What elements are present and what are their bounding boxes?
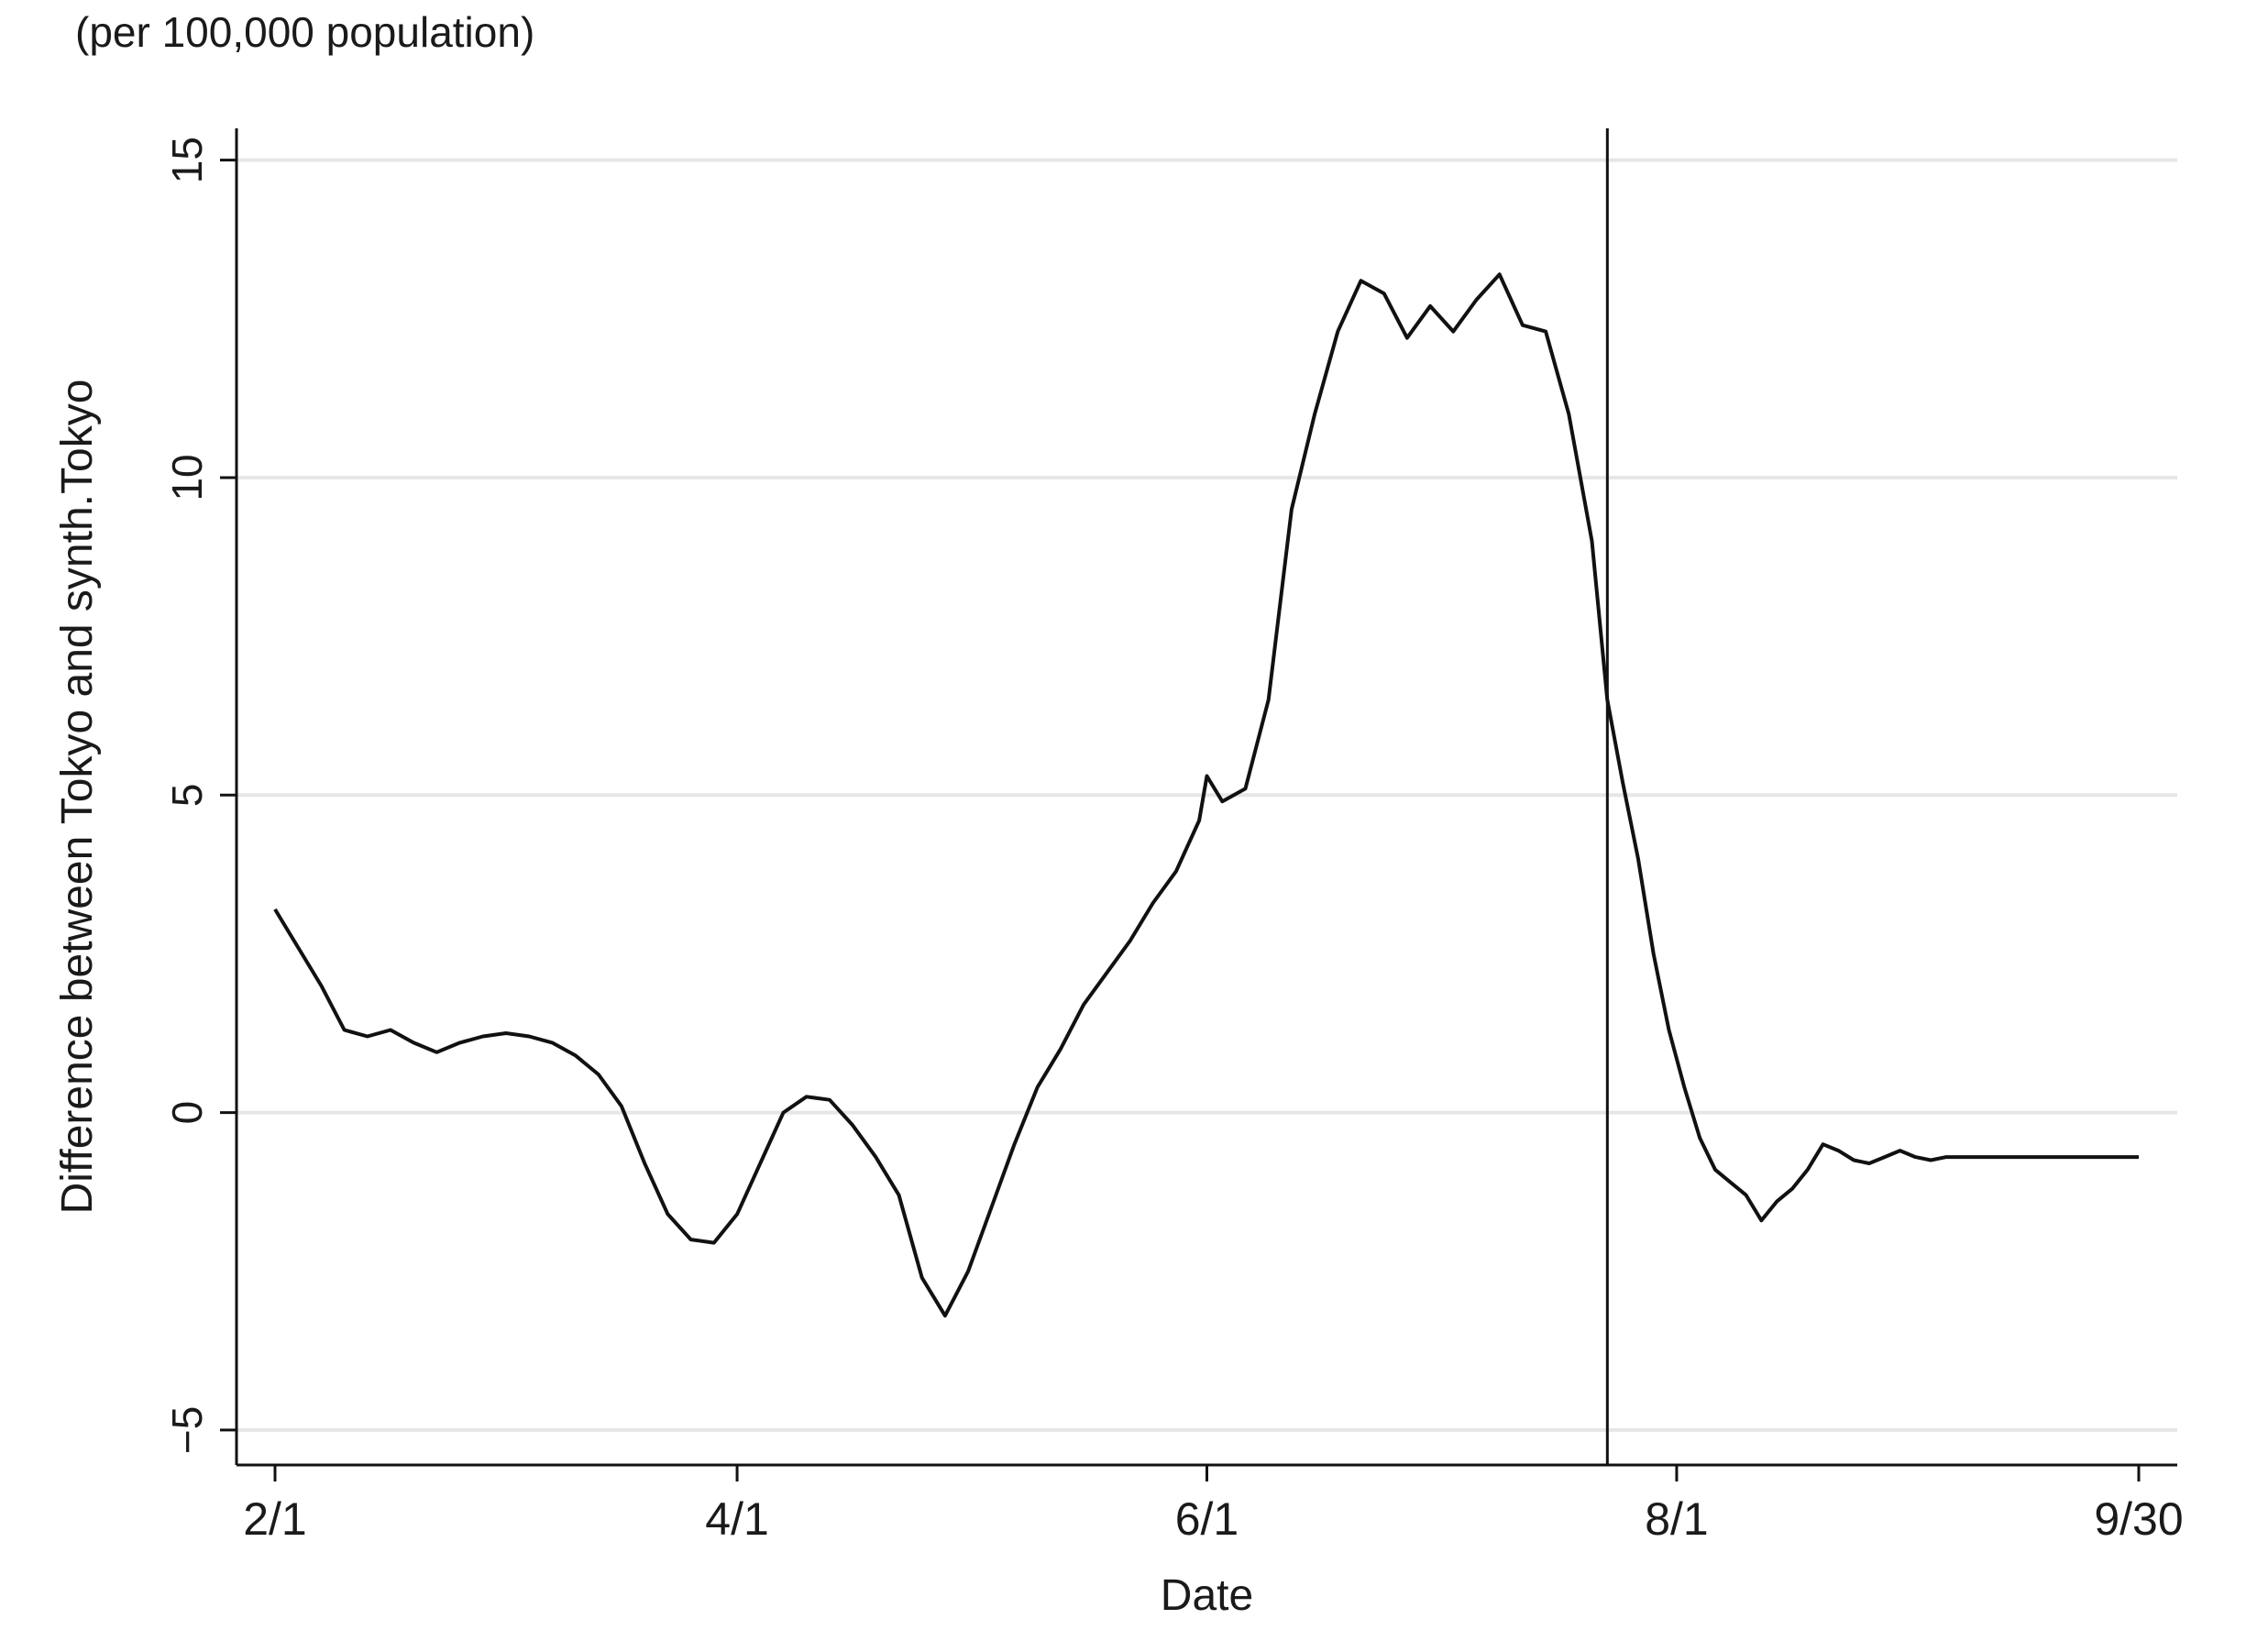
x-axis-label: Date: [1161, 1571, 1253, 1620]
y-axis-label: Difference between Tokyo and synth.Tokyo: [53, 380, 102, 1215]
series-line: [273, 272, 2139, 1318]
x-tick-label: 2/1: [243, 1493, 307, 1545]
y-axis-ticks: 15 10 5 0 −5: [163, 137, 237, 1454]
x-axis-ticks: 2/1 4/1 6/1 8/1 9/30: [243, 1465, 2184, 1545]
x-tick-label: 4/1: [705, 1493, 769, 1545]
x-tick-label: 6/1: [1175, 1493, 1239, 1545]
y-tick-label: 15: [163, 137, 211, 183]
y-tick-label: 10: [163, 454, 211, 501]
y-tick-label: 5: [163, 783, 211, 807]
x-tick-label: 9/30: [2094, 1493, 2183, 1545]
y-tick-label: −5: [163, 1406, 211, 1454]
gridlines: [237, 158, 2177, 1432]
unit-note: (per 100,000 population): [75, 8, 535, 56]
y-tick-label: 0: [163, 1101, 211, 1125]
x-tick-label: 8/1: [1645, 1493, 1709, 1545]
